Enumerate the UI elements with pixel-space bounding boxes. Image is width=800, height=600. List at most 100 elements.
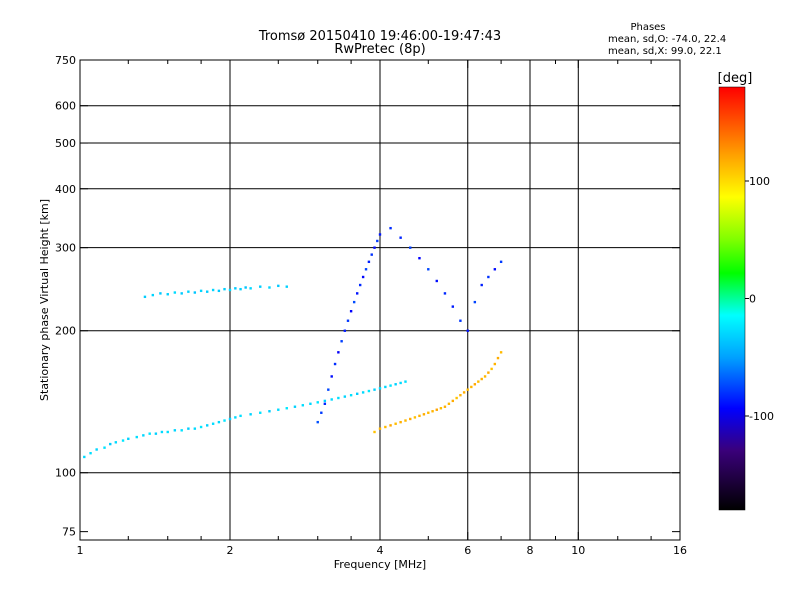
- axis-ticks: [79, 59, 681, 540]
- data-point: [244, 286, 247, 289]
- data-point: [373, 430, 376, 434]
- colorbar-ticks: 100 0 -100: [745, 175, 774, 423]
- data-point: [459, 393, 462, 397]
- data-point: [277, 284, 280, 288]
- data-point: [343, 329, 347, 332]
- data-point: [228, 417, 232, 421]
- y-tick-labels: 75 100 200 300 400 500 600 750: [55, 54, 76, 539]
- data-point: [487, 371, 490, 374]
- data-point: [477, 380, 480, 383]
- data-point: [367, 260, 371, 264]
- data-point: [135, 435, 138, 439]
- data-points: [83, 226, 503, 459]
- data-point: [327, 388, 330, 391]
- data-point: [349, 393, 353, 397]
- data-point: [466, 388, 469, 391]
- data-point: [199, 425, 203, 429]
- data-point: [376, 239, 379, 243]
- data-point: [180, 429, 183, 432]
- data-point: [399, 420, 402, 424]
- data-point: [127, 437, 130, 441]
- data-point: [121, 439, 125, 442]
- data-point: [422, 413, 426, 416]
- data-point: [443, 292, 447, 295]
- data-point: [211, 288, 215, 292]
- data-point: [418, 256, 421, 260]
- y-tick-label: 200: [55, 325, 76, 338]
- data-point: [166, 293, 169, 296]
- colorbar: [718, 86, 746, 511]
- data-point: [323, 402, 327, 405]
- data-point: [439, 407, 443, 410]
- data-point: [173, 291, 177, 294]
- x-tick-label: 10: [571, 544, 585, 557]
- data-point: [435, 408, 438, 411]
- data-point: [373, 246, 376, 249]
- data-point: [493, 362, 497, 366]
- data-point: [473, 300, 477, 304]
- colorbar-tick-label: -100: [749, 410, 774, 423]
- data-point: [355, 292, 359, 295]
- x-tick-label: 16: [673, 544, 687, 557]
- y-tick-label: 600: [55, 100, 76, 113]
- data-point: [443, 405, 447, 408]
- data-point: [333, 362, 337, 366]
- data-point: [340, 340, 343, 343]
- colorbar-tick-label: 100: [749, 175, 770, 188]
- x-tick-labels: 1 2 4 6 8 10 16: [77, 544, 688, 557]
- x-tick-label: 1: [77, 544, 84, 557]
- data-point: [323, 399, 327, 403]
- data-point: [364, 268, 368, 271]
- data-point: [320, 411, 323, 414]
- data-point: [109, 442, 112, 446]
- data-point: [493, 268, 497, 271]
- data-point: [239, 287, 242, 291]
- data-point: [435, 279, 438, 283]
- data-point: [285, 407, 288, 410]
- data-point: [418, 414, 421, 418]
- data-point: [151, 293, 155, 297]
- data-point: [462, 391, 466, 394]
- x-tick-label: 6: [464, 544, 471, 557]
- data-point: [173, 429, 177, 432]
- y-tick-label: 750: [55, 54, 76, 67]
- data-point: [234, 416, 237, 419]
- data-point: [143, 295, 147, 299]
- data-point: [480, 377, 483, 381]
- data-point: [337, 351, 340, 354]
- data-point: [358, 283, 362, 287]
- data-point: [384, 425, 387, 429]
- data-point: [89, 451, 92, 455]
- data-point: [394, 422, 397, 425]
- chart-subtitle: RwPretec (8p): [334, 42, 425, 57]
- data-point: [187, 427, 190, 430]
- data-point: [404, 419, 407, 422]
- legend-line-o: mean, sd,O: -74.0, 22.4: [608, 34, 726, 45]
- data-point: [83, 455, 86, 459]
- data-point: [389, 424, 392, 427]
- data-point: [399, 381, 402, 385]
- y-tick-label: 400: [55, 183, 76, 196]
- data-point: [217, 289, 221, 293]
- x-axis-label: Frequency [MHz]: [334, 558, 426, 571]
- data-point: [259, 411, 262, 414]
- data-point: [95, 448, 98, 451]
- data-point: [378, 427, 382, 430]
- data-point: [370, 253, 373, 256]
- data-point: [239, 414, 242, 418]
- data-point: [285, 285, 288, 288]
- data-point: [199, 289, 203, 293]
- data-point: [234, 287, 237, 290]
- data-point: [349, 310, 353, 313]
- data-point: [483, 375, 487, 378]
- data-point: [447, 402, 451, 405]
- data-point: [496, 356, 500, 360]
- data-point: [316, 420, 319, 424]
- legend-line-x: mean, sd,X: 99.0, 22.1: [608, 46, 722, 57]
- data-point: [330, 375, 333, 378]
- data-point: [268, 410, 271, 413]
- data-point: [470, 385, 473, 389]
- data-point: [409, 246, 412, 249]
- y-tick-label: 300: [55, 242, 76, 255]
